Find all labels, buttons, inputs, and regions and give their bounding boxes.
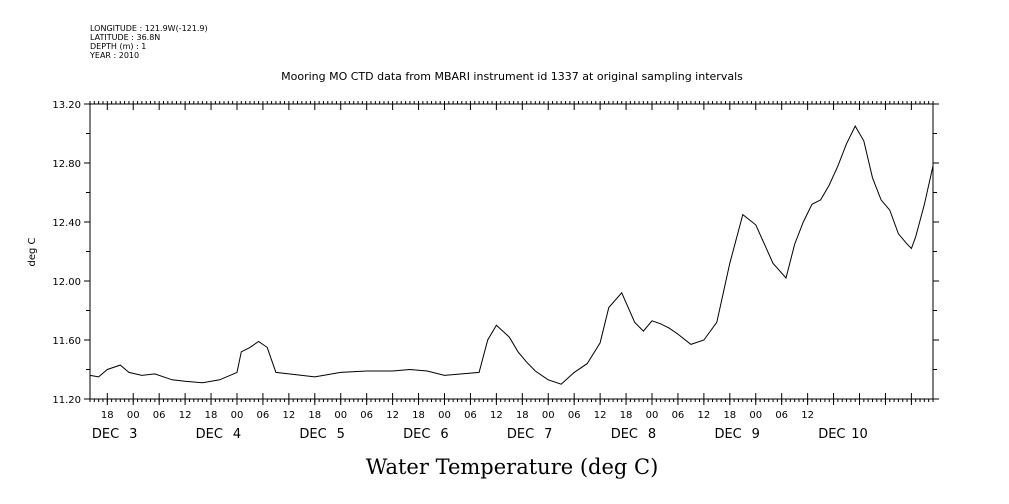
- x-hour-label: 12: [386, 410, 399, 421]
- x-day-number-label: 4: [233, 427, 241, 442]
- x-hour-label: 12: [594, 410, 607, 421]
- x-hour-label: 18: [723, 410, 736, 421]
- x-hour-label: 06: [775, 410, 788, 421]
- x-hour-label: 18: [620, 410, 633, 421]
- x-axis-ticks: 18 00 06 12 18 00 06 12 18 00 06 12 18 00 06 12 18 00 06 12…: [92, 104, 912, 442]
- x-hour-label: 06: [257, 410, 270, 421]
- x-hour-label: 12: [282, 410, 295, 421]
- chart-title: Mooring MO CTD data from MBARI instrumen…: [281, 70, 743, 83]
- x-day-number-label: 3: [129, 427, 137, 442]
- x-hour-label: 00: [646, 410, 659, 421]
- x-day-number-label: 7: [544, 427, 552, 442]
- y-tick-label: 11.60: [52, 336, 81, 347]
- x-axis-label: Water Temperature (deg C): [366, 455, 659, 479]
- y-axis-label: deg C: [27, 237, 38, 266]
- minor-ticks: [89, 101, 934, 402]
- series-group: [89, 125, 934, 385]
- x-day-number-label: 6: [440, 427, 448, 442]
- latitude-label: LATITUDE : 36.8N: [90, 33, 160, 42]
- x-day-month-label: DEC: [196, 427, 223, 442]
- x-hour-label: 12: [801, 410, 814, 421]
- x-day-month-label: DEC: [299, 427, 326, 442]
- y-tick-label: 13.20: [52, 100, 81, 111]
- year-label: YEAR : 2010: [89, 51, 139, 60]
- x-day-month-label: DEC: [92, 427, 119, 442]
- x-day-month-label: DEC: [714, 427, 741, 442]
- x-hour-label: 06: [568, 410, 581, 421]
- x-day-month-label: DEC: [507, 427, 534, 442]
- x-hour-label: 00: [542, 410, 555, 421]
- y-tick-label: 12.00: [52, 277, 81, 288]
- x-day-month-label: DEC: [818, 427, 845, 442]
- x-day-number-label: 9: [752, 427, 760, 442]
- x-hour-label: 06: [360, 410, 373, 421]
- y-tick-label: 12.80: [52, 159, 81, 170]
- x-hour-label: 18: [205, 410, 218, 421]
- y-tick-label: 11.20: [52, 395, 81, 406]
- x-hour-label: 06: [153, 410, 166, 421]
- x-hour-label: 06: [464, 410, 477, 421]
- longitude-label: LONGITUDE : 121.9W(-121.9): [90, 24, 208, 33]
- x-hour-label: 06: [672, 410, 685, 421]
- x-hour-label: 12: [490, 410, 503, 421]
- x-day-number-label: 8: [648, 427, 656, 442]
- x-day-month-label: DEC: [403, 427, 430, 442]
- x-hour-label: 00: [231, 410, 244, 421]
- x-hour-label: 18: [412, 410, 425, 421]
- x-hour-label: 00: [749, 410, 762, 421]
- x-day-month-label: DEC: [611, 427, 638, 442]
- x-hour-label: 18: [101, 410, 114, 421]
- x-hour-label: 12: [698, 410, 711, 421]
- x-hour-label: 12: [179, 410, 192, 421]
- x-day-number-label: 10: [851, 427, 868, 442]
- x-hour-label: 00: [438, 410, 451, 421]
- y-axis-ticks: 11.20 11.60 12.00 12.40 12.80 13.20: [52, 100, 939, 406]
- temperature-series-line: [89, 125, 934, 385]
- x-hour-label: 18: [516, 410, 529, 421]
- y-tick-label: 12.40: [52, 218, 81, 229]
- x-hour-label: 18: [308, 410, 321, 421]
- x-day-number-label: 5: [337, 427, 345, 442]
- x-hour-label: 00: [334, 410, 347, 421]
- x-hour-label: 00: [127, 410, 140, 421]
- depth-label: DEPTH (m) : 1: [90, 42, 146, 51]
- plot-frame: [89, 103, 934, 400]
